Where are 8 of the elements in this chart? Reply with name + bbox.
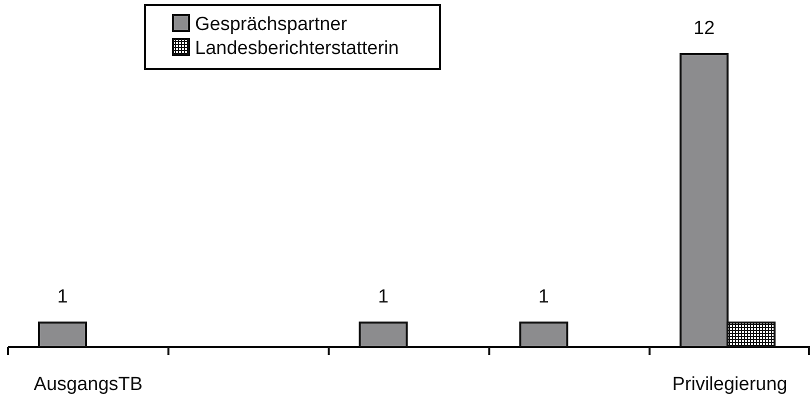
data-label: 12 xyxy=(694,18,715,39)
data-label: 1 xyxy=(57,286,68,308)
legend-label: Landesberichterstatterin xyxy=(195,38,399,59)
data-label: 1 xyxy=(378,286,389,308)
x-tick-label: Privilegierung xyxy=(672,374,788,395)
legend-label: Gesprächspartner xyxy=(195,14,348,35)
data-label: 1 xyxy=(538,286,549,308)
x-tick-label: AusgangsTB xyxy=(34,374,143,395)
